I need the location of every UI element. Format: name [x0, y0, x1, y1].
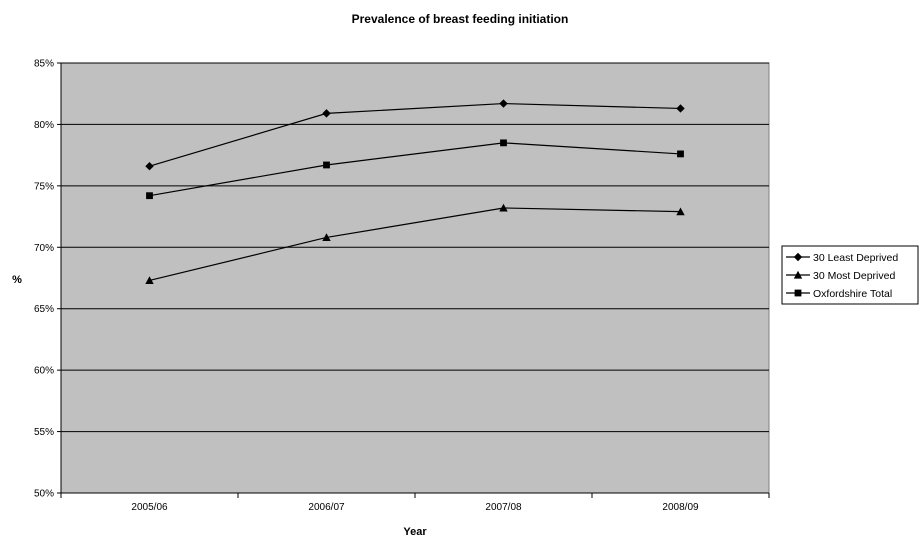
series-30-least-deprived	[145, 99, 685, 171]
y-axis-label: %	[12, 274, 22, 286]
data-point	[677, 150, 684, 158]
series-line	[149, 102, 681, 167]
series-30-most-deprived	[145, 203, 685, 285]
y-tick-label: 55%	[34, 427, 54, 438]
plot-area	[60, 62, 770, 494]
y-tick-label: 50%	[34, 489, 54, 500]
x-axis: 2005/06 2006/07 2007/08 2008/09	[60, 492, 770, 513]
series-line	[149, 142, 681, 197]
legend-marker	[794, 289, 802, 297]
y-tick-label: 80%	[34, 120, 54, 131]
x-tick-label: 2005/06	[131, 502, 168, 513]
y-tick-label: 65%	[34, 304, 54, 315]
x-axis-label: Year	[403, 526, 427, 537]
legend-item-30-most-deprived: 30 Most Deprived	[786, 270, 895, 282]
legend-label: 30 Least Deprived	[813, 252, 898, 264]
y-axis: 50% 55% 60% 65% 70% 75% 80% 85%	[34, 59, 62, 500]
y-tick-label: 70%	[34, 243, 54, 254]
data-point	[322, 109, 331, 118]
legend-item-oxfordshire-total: Oxfordshire Total	[786, 288, 892, 300]
x-tick-label: 2006/07	[308, 502, 345, 513]
y-tick-label: 75%	[34, 181, 54, 192]
data-point	[322, 233, 331, 242]
legend-marker	[793, 252, 803, 262]
series-layer	[145, 99, 685, 285]
legend: 30 Least Deprived 30 Most Deprived Oxfords…	[781, 245, 919, 305]
x-tick-label: 2007/08	[485, 502, 522, 513]
y-tick-label: 60%	[34, 366, 54, 377]
data-point	[499, 99, 508, 108]
series-line	[149, 207, 681, 282]
data-point	[499, 203, 508, 212]
y-tick-label: 85%	[34, 59, 54, 70]
series-oxfordshire-total	[146, 139, 684, 200]
data-point	[676, 104, 685, 113]
legend-marker	[793, 270, 803, 279]
data-point	[146, 192, 153, 200]
legend-label: 30 Most Deprived	[813, 270, 895, 282]
legend-label: Oxfordshire Total	[813, 288, 892, 300]
gridlines	[61, 62, 769, 433]
data-point	[500, 139, 507, 147]
data-point	[323, 161, 330, 169]
data-point	[145, 162, 154, 171]
chart-title: Prevalence of breast feeding initiation	[352, 12, 569, 26]
data-point	[676, 207, 685, 216]
x-tick-label: 2008/09	[662, 502, 699, 513]
legend-item-30-least-deprived: 30 Least Deprived	[786, 252, 898, 264]
data-point	[145, 276, 154, 285]
